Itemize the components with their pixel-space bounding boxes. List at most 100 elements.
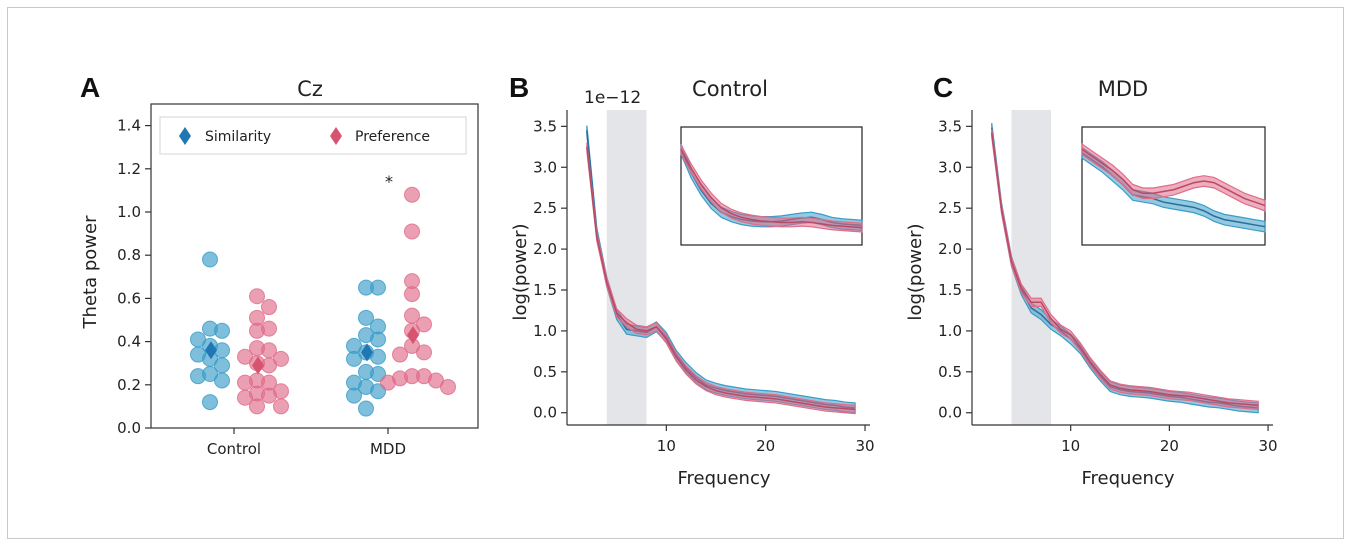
preference-point bbox=[273, 398, 289, 415]
x-tick-label: Control bbox=[207, 440, 261, 458]
y-tick-label: 3.0 bbox=[533, 158, 557, 176]
x-tick-label: 20 bbox=[756, 437, 775, 455]
preference-point bbox=[440, 378, 456, 395]
panel-letter-a: A bbox=[80, 72, 100, 103]
preference-point bbox=[416, 344, 432, 361]
theta-band-shading bbox=[1011, 110, 1051, 425]
panel-a-title: Cz bbox=[297, 77, 323, 101]
similarity-point bbox=[346, 387, 362, 404]
y-tick-label: 2.0 bbox=[938, 240, 962, 258]
y-tick-label: 1.5 bbox=[533, 281, 557, 299]
preference-point bbox=[261, 387, 277, 404]
panel-letter-c: C bbox=[933, 72, 953, 103]
similarity-mean-marker bbox=[361, 343, 373, 362]
preference-point bbox=[380, 374, 396, 391]
similarity-point bbox=[214, 322, 230, 339]
similarity-point bbox=[202, 394, 218, 411]
y-tick-label: 0.0 bbox=[938, 404, 962, 422]
panel-c-ylabel: log(power) bbox=[905, 223, 926, 320]
preference-mean-marker bbox=[407, 326, 419, 345]
panel-c-plot-area: 0.0 0.5 1.0 1.5 2.0 2.5 3.0 3.5 10 20 30 bbox=[938, 110, 1278, 455]
panel-letter-b: B bbox=[509, 72, 529, 103]
y-tick-label: 2.0 bbox=[533, 240, 557, 258]
similarity-point bbox=[214, 372, 230, 389]
figure-frame bbox=[7, 7, 1344, 539]
y-tick-label: 1.0 bbox=[533, 322, 557, 340]
y-tick-label: 0.8 bbox=[117, 246, 141, 264]
preference-ci-band bbox=[991, 128, 1259, 411]
preference-point bbox=[404, 186, 420, 203]
similarity-mean-marker bbox=[205, 341, 217, 360]
preference-point bbox=[249, 322, 265, 339]
x-tick-label: 30 bbox=[855, 437, 874, 455]
x-tick-label: 10 bbox=[657, 437, 676, 455]
y-tick-label: 0.4 bbox=[117, 333, 141, 351]
preference-line bbox=[586, 146, 856, 411]
preference-mean-marker bbox=[252, 356, 264, 375]
panel-b-title: Control bbox=[692, 77, 768, 101]
y-tick-label: 0.5 bbox=[533, 363, 557, 381]
panel-a-axes-frame bbox=[150, 103, 479, 429]
y-tick-label: 2.5 bbox=[938, 199, 962, 217]
legend-similarity-marker bbox=[179, 127, 191, 145]
panel-c-title: MDD bbox=[1098, 77, 1148, 101]
y-tick-label: 1.0 bbox=[117, 203, 141, 221]
y-tick-label: 0.0 bbox=[117, 419, 141, 437]
y-tick-label: 0.2 bbox=[117, 376, 141, 394]
similarity-point bbox=[358, 309, 374, 326]
similarity-point bbox=[358, 400, 374, 417]
inset-preference-line bbox=[680, 148, 863, 229]
x-tick-label: 30 bbox=[1259, 437, 1278, 455]
panel-b-ylabel: log(power) bbox=[510, 223, 531, 320]
similarity-point bbox=[346, 350, 362, 367]
similarity-point bbox=[202, 251, 218, 268]
y-tick-label: 1.4 bbox=[117, 117, 141, 135]
panel-c: C MDD 0.0 0.5 1.0 1.5 2.0 2.5 3.0 3.5 10 20 30 log… bbox=[905, 72, 1278, 489]
inset-preference-ci-band bbox=[1081, 142, 1266, 212]
legend-similarity-label: Similarity bbox=[205, 129, 271, 145]
preference-point bbox=[249, 288, 265, 305]
y-tick-label: 3.5 bbox=[938, 117, 962, 135]
preference-point bbox=[237, 374, 253, 391]
panel-b-offset-label: 1e−12 bbox=[584, 88, 641, 108]
similarity-point bbox=[190, 368, 206, 385]
x-tick-label: MDD bbox=[370, 440, 406, 458]
legend-box bbox=[159, 116, 467, 155]
panel-a-legend: Similarity Preference bbox=[159, 116, 467, 155]
y-tick-label: 3.0 bbox=[938, 158, 962, 176]
panel-a-ylabel: Theta power bbox=[80, 215, 101, 330]
panel-c-xlabel: Frequency bbox=[1082, 468, 1175, 489]
panel-b-xlabel: Frequency bbox=[678, 468, 771, 489]
x-tick-label: 20 bbox=[1160, 437, 1179, 455]
legend-preference-label: Preference bbox=[355, 129, 430, 145]
y-tick-label: 0.0 bbox=[533, 404, 557, 422]
y-tick-label: 1.0 bbox=[938, 322, 962, 340]
preference-point bbox=[261, 299, 277, 316]
panel-b: B 1e−12 Control 0.0 0.5 1.0 1.5 2.0 2.5 3.0 3.5… bbox=[509, 72, 875, 489]
preference-point bbox=[404, 223, 420, 240]
inset-preference-line bbox=[1081, 148, 1266, 207]
similarity-point bbox=[370, 279, 386, 296]
y-tick-label: 0.6 bbox=[117, 289, 141, 307]
legend-preference-marker bbox=[330, 127, 342, 145]
y-tick-label: 3.5 bbox=[533, 117, 557, 135]
y-tick-label: 2.5 bbox=[533, 199, 557, 217]
preference-line bbox=[990, 132, 1259, 407]
preference-point bbox=[404, 286, 420, 303]
similarity-point bbox=[370, 331, 386, 348]
preference-point bbox=[392, 346, 408, 363]
x-tick-label: 10 bbox=[1061, 437, 1080, 455]
preference-ci-band bbox=[586, 142, 856, 415]
significance-star: * bbox=[385, 172, 393, 191]
y-tick-label: 1.5 bbox=[938, 281, 962, 299]
y-tick-label: 0.5 bbox=[938, 363, 962, 381]
panel-b-plot-area: 0.0 0.5 1.0 1.5 2.0 2.5 3.0 3.5 10 20 30 bbox=[533, 110, 875, 455]
panel-a-plot-area: 0.0 0.2 0.4 0.6 0.8 1.0 1.2 1.4 Control MDD bbox=[117, 103, 479, 458]
preference-point bbox=[249, 398, 265, 415]
theta-band-shading bbox=[606, 110, 647, 425]
similarity-point bbox=[370, 348, 386, 365]
y-tick-label: 1.2 bbox=[117, 160, 141, 178]
preference-point bbox=[237, 389, 253, 406]
